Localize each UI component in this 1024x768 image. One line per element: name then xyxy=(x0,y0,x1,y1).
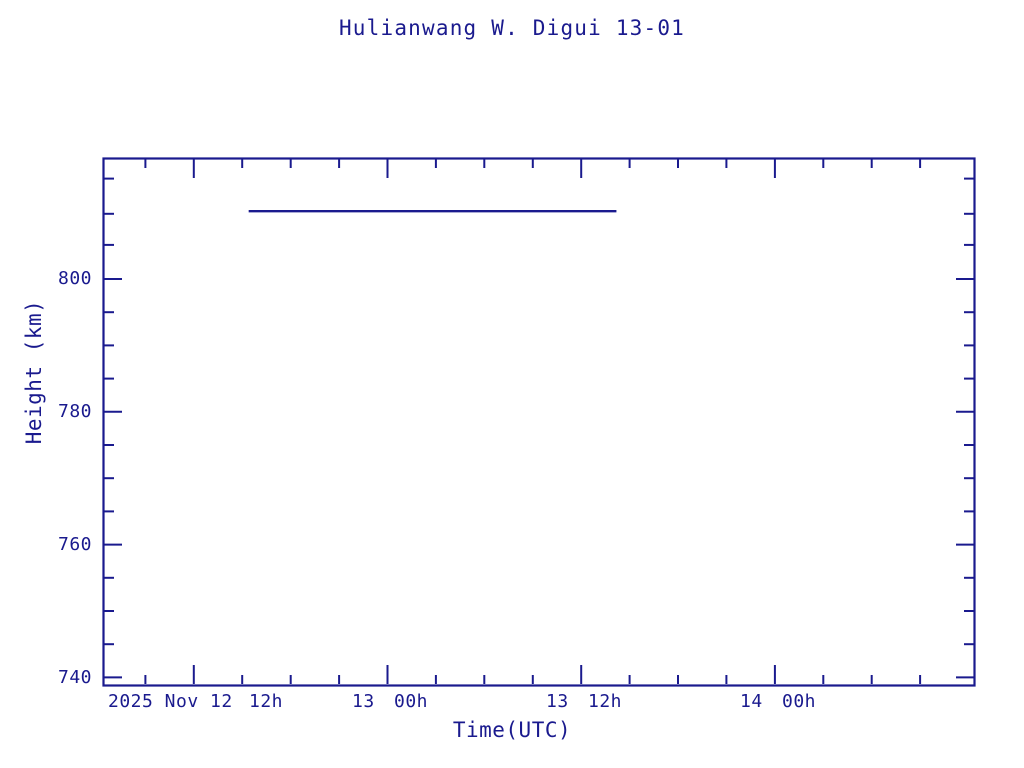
y-tick-label-740: 740 xyxy=(57,667,92,688)
x-tick-label-12h-day13: 12h xyxy=(588,691,623,712)
x-tick-label-00h-day13: 00h xyxy=(394,691,429,712)
x-axis-ticks xyxy=(144,665,922,684)
axis-frame xyxy=(102,157,976,687)
y-tick-label-780: 780 xyxy=(57,401,92,422)
chart-title: Hulianwang W. Digui 13-01 xyxy=(338,16,686,40)
x-tick-label-12h-day12: 12h xyxy=(249,691,284,712)
x-axis-title: Time(UTC) xyxy=(452,718,572,742)
y-tick-label-760: 760 xyxy=(57,534,92,555)
x-axis-ticks-top xyxy=(144,159,922,178)
x-tick-label-day13: 13 xyxy=(352,691,375,712)
x-tick-label-day13-b: 13 xyxy=(546,691,569,712)
x-tick-label-day14: 14 xyxy=(740,691,763,712)
y-axis-ticks xyxy=(104,177,122,679)
y-tick-label-800: 800 xyxy=(57,268,92,289)
y-axis-title: Height (km) xyxy=(22,299,46,445)
x-tick-label-date: 2025 Nov 12 xyxy=(108,691,233,712)
y-axis-ticks-right xyxy=(956,177,974,679)
x-tick-label-00h-day14: 00h xyxy=(782,691,817,712)
